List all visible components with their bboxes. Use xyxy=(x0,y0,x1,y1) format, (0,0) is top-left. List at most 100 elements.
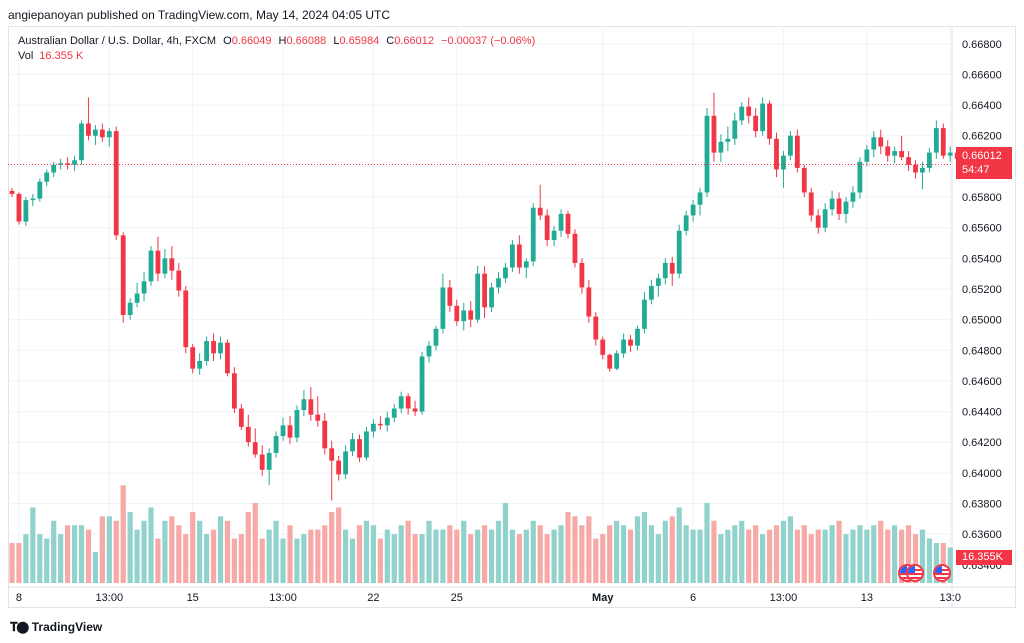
candle xyxy=(906,151,911,171)
candle-body xyxy=(906,157,911,165)
candle xyxy=(155,236,161,282)
candle xyxy=(419,351,425,415)
volume-bar xyxy=(44,538,50,583)
candle xyxy=(899,135,904,161)
candle-body xyxy=(690,204,696,216)
volume-bar xyxy=(461,520,467,583)
candle xyxy=(384,411,390,432)
candle-body xyxy=(774,138,779,170)
candle xyxy=(79,120,84,165)
time-tick-label: 22 xyxy=(367,592,379,604)
candle xyxy=(586,279,592,323)
candle-body xyxy=(176,270,182,291)
candle xyxy=(461,302,467,331)
tradingview-brand[interactable]: 𝐓⬤ TradingView xyxy=(10,620,102,635)
candle-body xyxy=(808,192,814,216)
candle-body xyxy=(850,192,856,202)
candle-body xyxy=(753,115,759,132)
candle-body xyxy=(607,354,613,369)
candle xyxy=(9,187,15,198)
candle-body xyxy=(44,172,50,182)
candle-body xyxy=(635,328,640,346)
time-tick-label: 25 xyxy=(451,592,463,604)
volume-bar xyxy=(259,538,265,583)
candle xyxy=(683,210,689,236)
high-label: H xyxy=(278,35,287,47)
candle xyxy=(113,126,119,240)
candle-body xyxy=(933,128,939,153)
candle xyxy=(662,258,668,285)
us-flag-event-icon[interactable] xyxy=(906,564,924,582)
candle-body xyxy=(913,164,918,173)
candle-body xyxy=(23,200,29,222)
volume-bar xyxy=(30,507,36,583)
volume-label[interactable]: Vol xyxy=(18,50,34,62)
volume-bar xyxy=(850,529,856,583)
volume-bar xyxy=(655,534,661,583)
candle-body xyxy=(579,262,585,288)
symbol-name[interactable]: Australian Dollar / U.S. Dollar, 4h, FXC… xyxy=(18,35,217,47)
price-tick-label: 0.63800 xyxy=(962,499,1002,511)
candle xyxy=(238,403,244,430)
candle xyxy=(927,147,932,173)
volume-bar xyxy=(919,529,926,583)
volume-bar xyxy=(308,529,314,583)
candle-body xyxy=(197,360,203,369)
volume-bar xyxy=(773,525,780,583)
candle-body xyxy=(642,299,647,329)
candle-body xyxy=(739,106,745,121)
candle xyxy=(245,414,251,447)
candle-body xyxy=(169,258,175,271)
candle xyxy=(892,146,898,164)
volume-bar xyxy=(530,520,536,583)
candle xyxy=(176,262,182,297)
candle xyxy=(628,334,633,352)
volume-bar xyxy=(349,538,356,583)
us-flag-event-icon[interactable] xyxy=(933,564,951,582)
volume-bar xyxy=(669,516,675,583)
candle xyxy=(669,256,675,286)
candle xyxy=(232,367,237,414)
candle-body xyxy=(885,146,891,156)
close-label: C xyxy=(386,35,395,47)
volume-bar xyxy=(892,525,898,583)
candle-body xyxy=(162,258,168,274)
volume-bar xyxy=(899,529,905,583)
candle-body xyxy=(259,454,265,470)
price-axis: 0.668000.666000.664000.662000.660000.658… xyxy=(962,39,1002,572)
volume-legend: Vol 16.355 K xyxy=(18,50,83,62)
volume-bar xyxy=(766,529,773,583)
volume-bar xyxy=(732,525,738,583)
candle xyxy=(579,258,585,294)
candle-body xyxy=(697,192,703,205)
volume-bar xyxy=(301,534,307,583)
candle-body xyxy=(669,262,675,274)
candle-body xyxy=(350,439,355,452)
candle-body xyxy=(287,425,293,438)
candle xyxy=(767,100,772,145)
candle-body xyxy=(475,273,481,320)
candle-body xyxy=(308,399,314,415)
time-axis: 8 13:00 15 13:00 22 25 May 6 13:00 13 13:0 xyxy=(16,592,961,604)
candle-body xyxy=(51,164,57,173)
volume-bar xyxy=(926,538,932,583)
candle-body xyxy=(37,181,43,199)
volume-bar xyxy=(336,507,342,583)
candle xyxy=(794,129,800,173)
candle-body xyxy=(315,414,321,421)
candle xyxy=(398,391,404,414)
price-tick-label: 0.64600 xyxy=(962,376,1002,388)
volume-bar xyxy=(78,525,85,583)
candle-body xyxy=(238,408,244,427)
candle-body xyxy=(530,207,536,262)
price-tick-label: 0.65000 xyxy=(962,315,1002,327)
price-tick-label: 0.65400 xyxy=(962,253,1002,265)
volume-bar xyxy=(204,534,210,583)
price-tick-label: 0.66400 xyxy=(962,100,1002,112)
candle xyxy=(148,246,154,286)
chart-frame[interactable] xyxy=(8,26,1016,608)
open-value: 0.66049 xyxy=(231,35,272,47)
volume-bar xyxy=(551,529,557,583)
volume-bar xyxy=(509,529,515,583)
